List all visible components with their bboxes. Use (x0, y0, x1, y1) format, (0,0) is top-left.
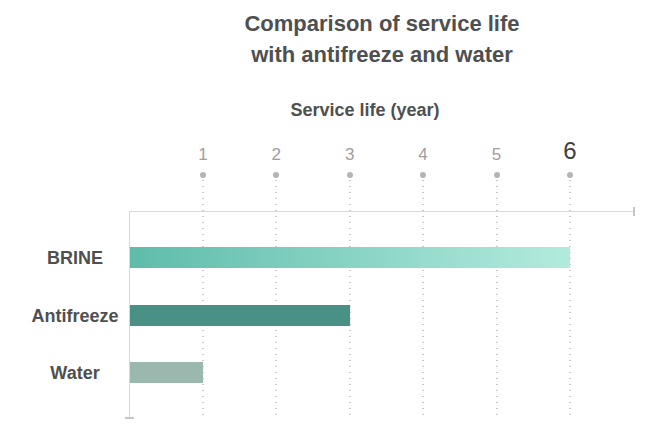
axis-top-line (129, 211, 634, 212)
x-tick-label-4: 4 (418, 146, 427, 163)
x-tick-label-1: 1 (198, 146, 207, 163)
x-tick-label-2: 2 (272, 146, 281, 163)
x-tick-dot-6 (567, 172, 573, 178)
chart-title-line1: Comparison of service life (130, 8, 634, 39)
x-tick-label-3: 3 (345, 146, 354, 163)
chart-title: Comparison of service life with antifree… (130, 8, 634, 70)
category-label-antifreeze: Antifreeze (0, 306, 150, 326)
x-tick-dot-4 (420, 172, 426, 178)
category-label-water: Water (0, 363, 150, 383)
x-tick-dot-3 (347, 172, 353, 178)
bar-antifreeze (130, 305, 350, 326)
axis-right-end-cap (633, 207, 635, 216)
x-axis-title: Service life (year) (130, 100, 600, 121)
gridline-1 (202, 180, 204, 420)
x-tick-dot-2 (273, 172, 279, 178)
gridline-4 (422, 180, 424, 420)
gridline-2 (275, 180, 277, 420)
bar-brine (130, 247, 570, 268)
chart-title-line2: with antifreeze and water (130, 39, 634, 70)
x-tick-label-6: 6 (563, 139, 576, 163)
gridline-6 (569, 180, 571, 420)
category-label-brine: BRINE (0, 248, 150, 268)
x-tick-label-5: 5 (492, 146, 501, 163)
x-tick-dot-5 (494, 172, 500, 178)
axis-bottom-end-cap (125, 417, 134, 419)
gridline-5 (496, 180, 498, 420)
bar-water (130, 362, 203, 383)
x-tick-dot-1 (200, 172, 206, 178)
bar-chart: Comparison of service life with antifree… (0, 0, 650, 429)
gridline-3 (349, 180, 351, 420)
